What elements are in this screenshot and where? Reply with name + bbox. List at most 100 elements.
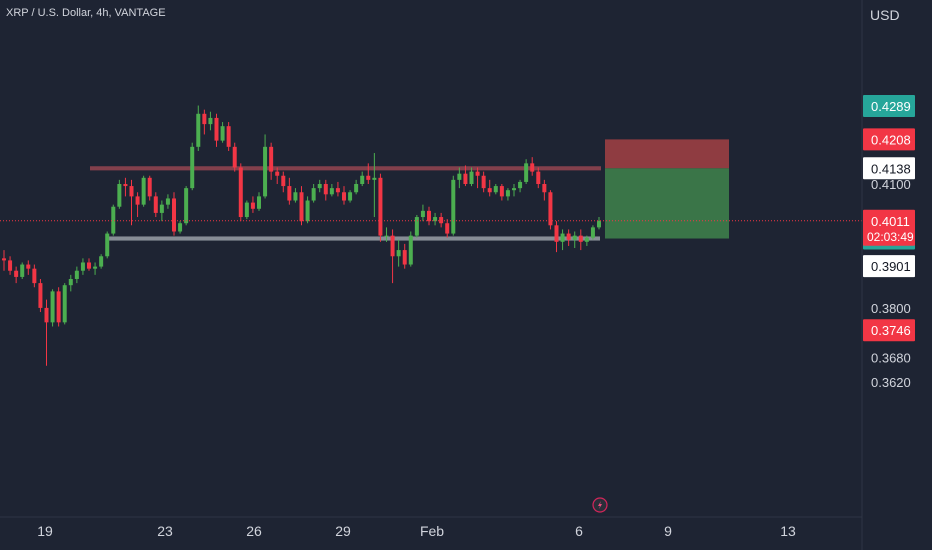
candle bbox=[335, 181, 340, 197]
candle-body bbox=[524, 163, 529, 182]
candle-body bbox=[68, 278, 73, 286]
time-axis[interactable]: 19 23 26 29 Feb 6 9 13 bbox=[37, 523, 796, 539]
candle bbox=[135, 192, 140, 218]
candle bbox=[184, 186, 189, 226]
candle bbox=[226, 122, 231, 151]
candle bbox=[257, 192, 261, 211]
lightning-icon[interactable] bbox=[592, 497, 608, 513]
candle bbox=[190, 142, 195, 191]
candle-body bbox=[414, 217, 419, 236]
candle bbox=[518, 179, 523, 193]
candle-body bbox=[427, 210, 431, 222]
candle bbox=[99, 254, 104, 269]
candle bbox=[384, 227, 389, 242]
candle bbox=[402, 243, 407, 269]
candle bbox=[590, 225, 595, 240]
candle bbox=[408, 231, 413, 267]
candle bbox=[172, 192, 176, 236]
candle-body bbox=[147, 177, 152, 197]
candle-body bbox=[305, 200, 310, 222]
candle-body bbox=[238, 167, 243, 218]
candle-body bbox=[232, 146, 237, 168]
candle-body bbox=[445, 223, 450, 234]
candles-layer bbox=[2, 105, 601, 366]
candle bbox=[178, 221, 183, 234]
stop-loss-zone bbox=[605, 139, 729, 169]
candle-body bbox=[190, 146, 195, 189]
candle-body bbox=[123, 184, 128, 187]
upper-badge bbox=[863, 94, 915, 117]
candle-body bbox=[56, 291, 61, 323]
candle-body bbox=[250, 202, 255, 209]
candle-body bbox=[220, 126, 225, 141]
time-tick-label: 26 bbox=[246, 523, 262, 539]
candle bbox=[481, 171, 486, 193]
candle bbox=[87, 258, 91, 271]
price-labels: 0.39680.39010.42890.42080.41380.37460.40… bbox=[863, 94, 915, 342]
candle-body bbox=[172, 198, 176, 232]
candle-body bbox=[80, 262, 85, 271]
candle-body bbox=[505, 190, 510, 197]
candle-body bbox=[360, 175, 365, 184]
candle-body bbox=[153, 196, 158, 213]
candle-body bbox=[129, 186, 134, 197]
candle bbox=[317, 179, 322, 193]
price-axis[interactable]: 0.4100 0.3800 0.3680 0.3620 bbox=[871, 177, 911, 390]
candle-body bbox=[38, 283, 43, 308]
candle bbox=[390, 229, 395, 284]
candle-body bbox=[469, 171, 474, 184]
time-tick-label: 29 bbox=[335, 523, 351, 539]
candle bbox=[196, 105, 201, 151]
candle-body bbox=[178, 223, 183, 232]
candle bbox=[129, 179, 134, 226]
candle bbox=[299, 186, 304, 226]
candle-body bbox=[584, 237, 589, 242]
candle-body bbox=[378, 177, 383, 236]
candle-body bbox=[244, 202, 249, 218]
candle-body bbox=[8, 260, 13, 271]
candle bbox=[141, 175, 146, 207]
support-level-value: 0.3901 bbox=[871, 259, 911, 274]
candle-body bbox=[518, 181, 523, 189]
candle bbox=[293, 188, 298, 203]
candle bbox=[578, 229, 583, 251]
candle bbox=[8, 256, 13, 275]
support-zone bbox=[106, 236, 600, 241]
candle-body bbox=[2, 258, 6, 261]
candle-body bbox=[329, 188, 334, 195]
candle-body bbox=[348, 192, 353, 201]
candle bbox=[238, 163, 243, 222]
time-tick-label: Feb bbox=[420, 523, 444, 539]
candle-body bbox=[536, 171, 541, 184]
candle bbox=[111, 204, 116, 236]
candle bbox=[20, 262, 25, 279]
candle bbox=[554, 221, 559, 253]
candle-body bbox=[105, 233, 110, 257]
candle bbox=[287, 177, 292, 205]
candle-body bbox=[408, 235, 413, 265]
candle-body bbox=[263, 146, 268, 197]
candle bbox=[475, 167, 480, 189]
candle-body bbox=[323, 184, 328, 195]
candle bbox=[244, 200, 249, 220]
candle-body bbox=[226, 126, 231, 147]
time-tick-label: 23 bbox=[157, 523, 173, 539]
candle bbox=[74, 266, 79, 284]
lower-value: 0.3746 bbox=[871, 323, 911, 338]
candle bbox=[524, 159, 529, 184]
candle bbox=[560, 229, 565, 251]
candle bbox=[263, 134, 268, 199]
candle-body bbox=[512, 188, 516, 191]
stop-level-badge bbox=[863, 128, 915, 151]
candle bbox=[147, 175, 152, 201]
candle-body bbox=[335, 188, 340, 193]
candle bbox=[44, 299, 49, 366]
candle-body bbox=[196, 113, 201, 147]
candle-body bbox=[578, 235, 583, 242]
candle bbox=[117, 179, 122, 209]
candle bbox=[512, 184, 516, 197]
candle-body bbox=[390, 235, 395, 257]
candle bbox=[542, 179, 547, 201]
